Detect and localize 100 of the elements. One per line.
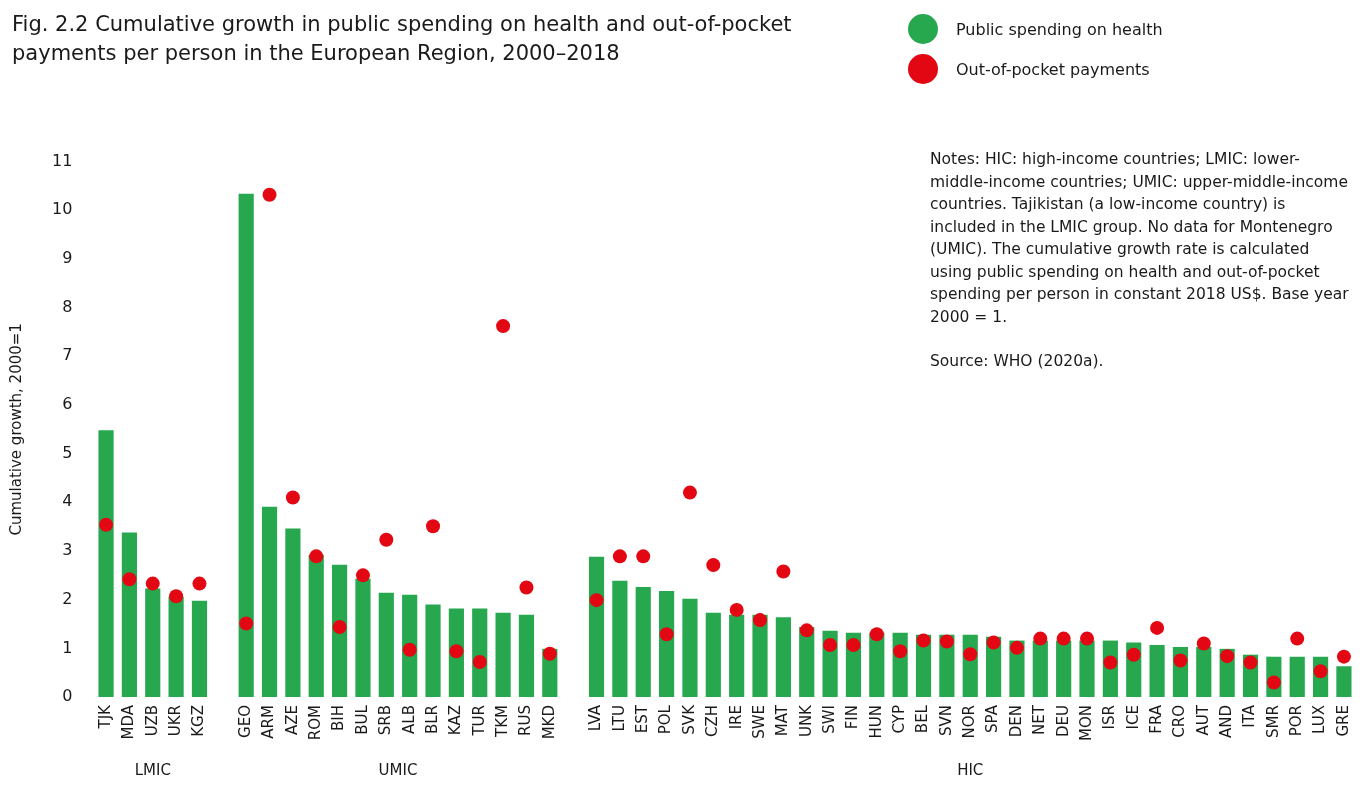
x-tick-label: CZH — [703, 705, 722, 738]
point — [332, 619, 347, 634]
bar — [729, 614, 745, 698]
x-tick-label: RUS — [516, 705, 535, 736]
y-tick-label: 10 — [52, 199, 73, 219]
point — [262, 187, 277, 202]
x-tick-label: SVK — [679, 703, 698, 735]
x-tick-label: ITA — [1240, 704, 1259, 728]
point — [939, 634, 954, 649]
bar — [1149, 644, 1165, 698]
chart-title: Fig. 2.2 Cumulative growth in public spending on health and out-of-pocket payments per person in the European Region, 2000–2018 — [12, 11, 793, 67]
point — [1033, 631, 1048, 646]
y-tick-label: 8 — [62, 296, 73, 316]
bar — [285, 528, 301, 698]
point — [285, 490, 300, 505]
point — [402, 642, 417, 657]
text: UMIC — [378, 760, 418, 779]
y-tick-label: 0 — [62, 686, 73, 706]
x-tick-label: SVN — [936, 705, 955, 737]
x-tick-label: SMR — [1263, 705, 1282, 738]
point — [729, 602, 744, 617]
x-tick-label: EST — [633, 704, 652, 734]
x-tick-label: GEO — [236, 705, 255, 738]
x-tick-label: POR — [1287, 705, 1306, 737]
point — [823, 637, 838, 652]
bar — [98, 430, 114, 698]
bar — [495, 612, 511, 698]
bar — [238, 193, 254, 698]
x-tick-label: MAT — [773, 704, 792, 737]
point — [309, 549, 324, 564]
point — [916, 633, 931, 648]
bar — [682, 598, 698, 698]
x-tick-label: ICE — [1123, 705, 1142, 730]
x-tick-label: MON — [1076, 705, 1095, 742]
point — [192, 576, 207, 591]
point — [1290, 631, 1305, 646]
x-tick-label: MKD — [539, 705, 558, 740]
point — [846, 637, 861, 652]
x-tick-label: NET — [1030, 704, 1049, 735]
point — [589, 593, 604, 608]
point — [1080, 631, 1095, 646]
point — [659, 627, 674, 642]
x-tick-label: NOR — [960, 705, 979, 739]
x-tick-label: BUL — [352, 704, 371, 735]
point — [893, 644, 908, 659]
bar — [635, 587, 651, 698]
x-tick-label: SWE — [749, 705, 768, 739]
point — [122, 572, 137, 587]
bar — [168, 596, 184, 698]
point — [1126, 647, 1141, 662]
x-tick-label: SWI — [819, 705, 838, 734]
point — [1196, 636, 1211, 651]
legend-label: Out-of-pocket payments — [956, 59, 1150, 79]
point — [799, 623, 814, 638]
point — [1056, 631, 1071, 646]
y-axis-title: Cumulative growth, 2000=1 — [6, 323, 25, 536]
point — [682, 485, 697, 500]
bar — [332, 564, 348, 698]
x-tick-label: POL — [656, 704, 675, 735]
x-tick-label: BIH — [329, 705, 348, 732]
bar — [1056, 640, 1072, 698]
y-tick-label: 2 — [62, 588, 73, 608]
x-tick-label: AUT — [1193, 704, 1212, 736]
point — [869, 627, 884, 642]
point — [519, 580, 534, 595]
x-tick-label: IRE — [726, 705, 745, 730]
x-tick-label: CYP — [890, 705, 909, 734]
bar — [378, 592, 394, 698]
y-tick-label: 5 — [62, 442, 73, 462]
x-tick-label: DEU — [1053, 705, 1072, 738]
x-tick-label: AND — [1217, 705, 1236, 739]
bar — [402, 594, 418, 698]
point — [379, 532, 394, 547]
point — [1220, 649, 1235, 664]
point — [145, 576, 160, 591]
text: HIC — [957, 760, 984, 779]
bar — [425, 604, 441, 698]
x-tick-label: SPA — [983, 704, 1002, 733]
bar — [191, 600, 208, 698]
y-tick-label: 7 — [62, 345, 73, 365]
point — [1243, 655, 1258, 670]
x-tick-label: TJK — [95, 703, 114, 730]
point — [1336, 649, 1351, 664]
bar — [1032, 640, 1048, 698]
x-tick-label: CRO — [1170, 705, 1189, 738]
bar — [612, 580, 628, 698]
y-tick-label: 1 — [62, 637, 73, 657]
bar — [308, 554, 324, 698]
text: LMIC — [134, 760, 171, 779]
x-tick-label: AZE — [282, 705, 301, 736]
point — [355, 568, 370, 583]
x-tick-label: DEN — [1006, 705, 1025, 738]
point — [472, 654, 487, 669]
bar — [1079, 640, 1095, 698]
x-tick-label: MDA — [119, 704, 138, 740]
point — [1150, 620, 1165, 635]
y-tick-label: 4 — [62, 491, 73, 511]
bar — [355, 578, 371, 698]
x-tick-label: FIN — [843, 705, 862, 730]
bar — [1289, 656, 1305, 698]
